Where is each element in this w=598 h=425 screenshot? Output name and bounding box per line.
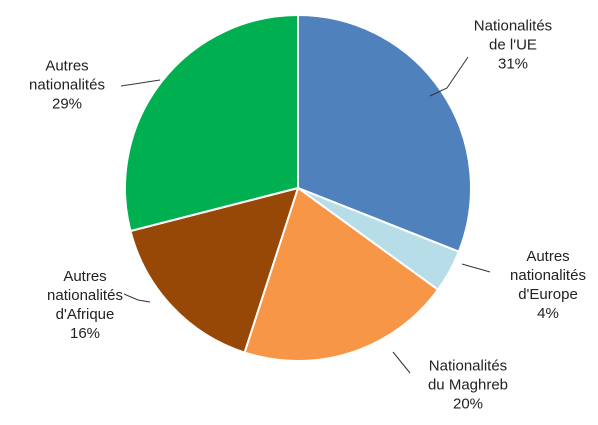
- category-label: Nationalités du Maghreb: [427, 357, 509, 394]
- leader-lines: [120, 56, 491, 374]
- value-label: 29%: [51, 95, 83, 113]
- slice-label: Autres nationalités d'Afrique 16%: [47, 267, 123, 343]
- slices: [124, 13, 472, 362]
- pie-slice: [129, 186, 300, 354]
- category-label: Nationalités de l'UE: [473, 17, 553, 54]
- leader-line: [392, 351, 411, 374]
- slice-label: Autres nationalités 29%: [29, 57, 105, 114]
- value-label: 20%: [452, 395, 484, 413]
- category-label: Autres nationalités: [29, 57, 105, 94]
- category-label: Autres nationalités d'Afrique: [47, 268, 123, 323]
- pie-slice: [124, 13, 299, 233]
- pie-slice: [243, 186, 440, 362]
- slice-label: Nationalités du Maghreb 20%: [428, 357, 508, 414]
- slice-label: Nationalités de l'UE 31%: [474, 17, 552, 74]
- value-label: 16%: [69, 325, 101, 342]
- leader-line: [123, 293, 151, 303]
- value-label: 31%: [497, 55, 529, 73]
- leader-line: [429, 56, 469, 97]
- slice-label: Autres nationalités d'Europe 4%: [510, 247, 586, 323]
- leader-line: [120, 79, 161, 87]
- value-label: 4%: [537, 305, 559, 322]
- leader-line: [461, 263, 491, 273]
- category-label: Autres nationalités d'Europe: [510, 248, 586, 303]
